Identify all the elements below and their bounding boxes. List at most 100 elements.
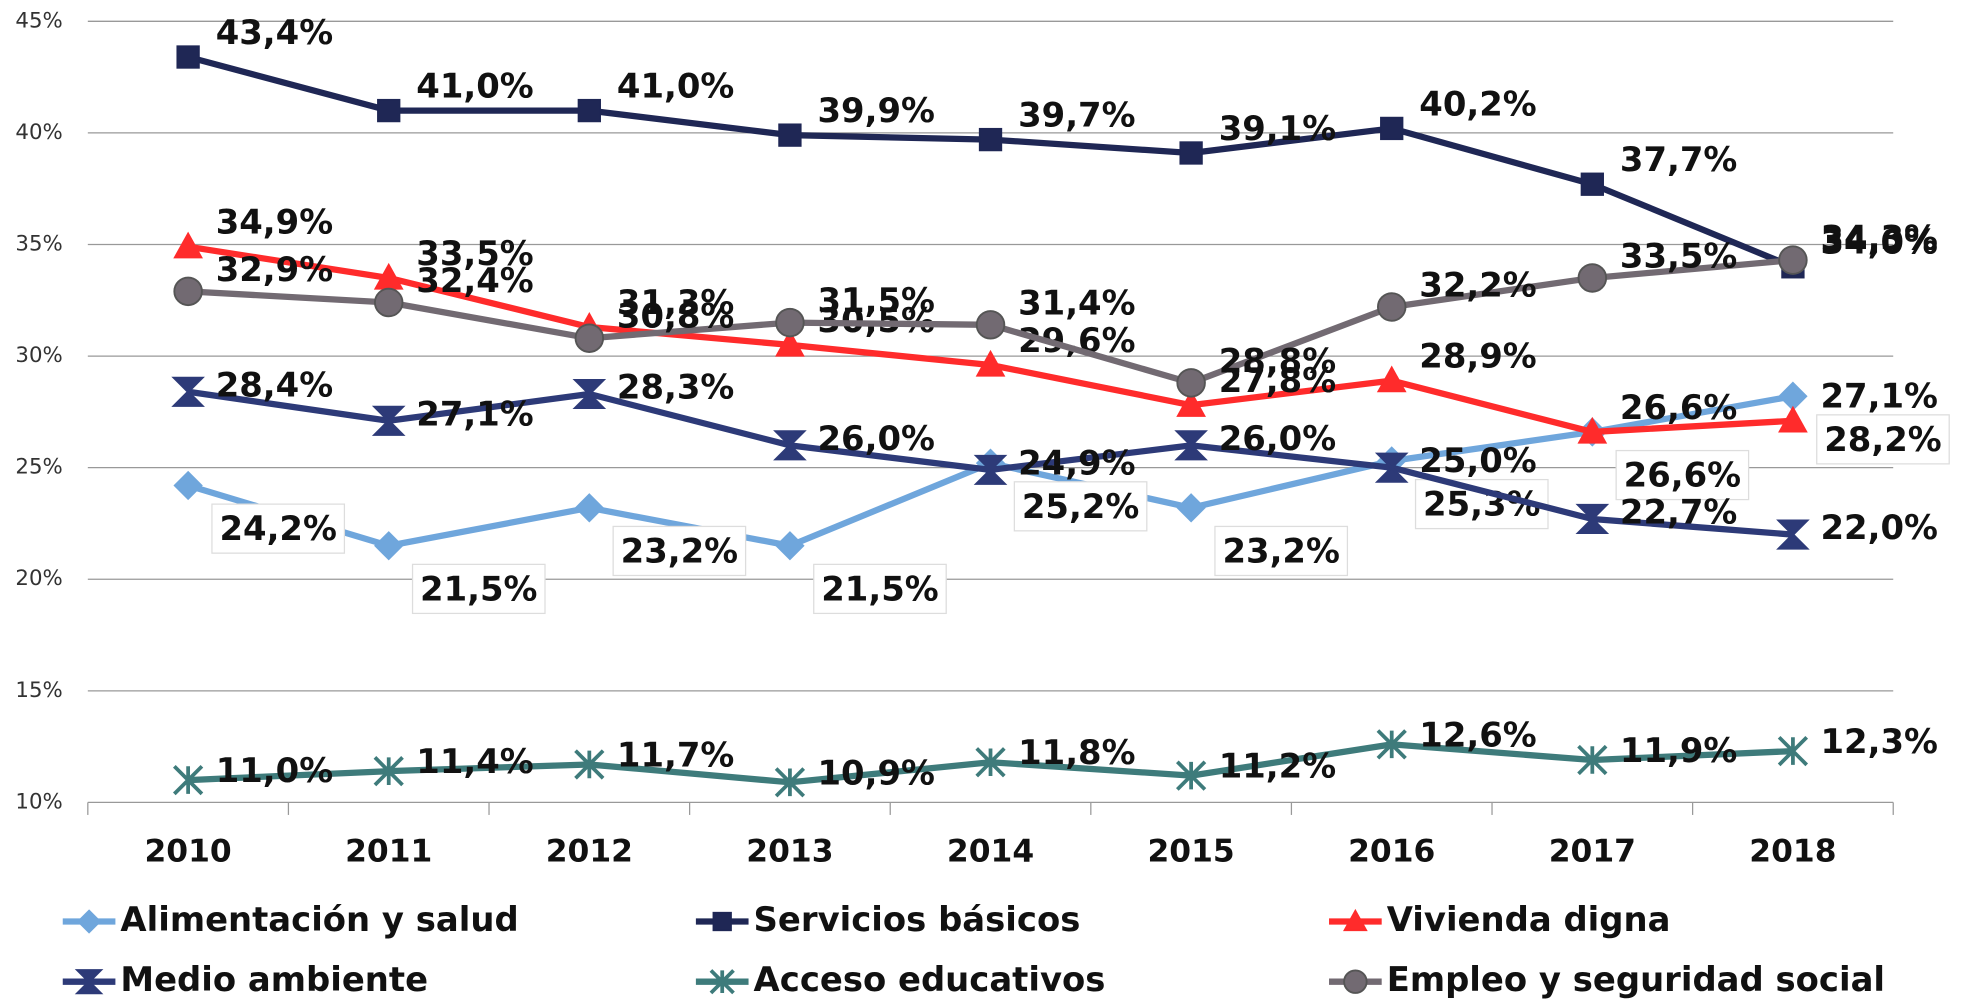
marker xyxy=(176,45,200,69)
marker xyxy=(1380,116,1404,141)
marker xyxy=(574,493,605,523)
data-label: 28,8% xyxy=(1219,341,1336,380)
data-label: 22,7% xyxy=(1620,492,1737,531)
marker xyxy=(775,307,805,338)
data-label: 31,3% xyxy=(617,283,734,322)
x-tick-label: 2010 xyxy=(145,834,232,870)
x-tick-label: 2014 xyxy=(947,834,1034,870)
data-label: 25,2% xyxy=(1022,487,1139,526)
data-label: 32,9% xyxy=(216,250,333,289)
marker xyxy=(173,231,203,259)
data-label-box xyxy=(1816,414,1950,465)
legend-label: Medio ambiente xyxy=(120,960,428,999)
data-label: 26,0% xyxy=(818,419,935,458)
x-tick-label: 2011 xyxy=(345,834,432,870)
data-label: 24,2% xyxy=(219,509,336,548)
data-label-box xyxy=(211,503,346,554)
y-tick-label: 35% xyxy=(15,231,62,256)
data-label: 23,2% xyxy=(621,531,738,570)
marker xyxy=(1176,368,1206,398)
marker xyxy=(74,969,104,995)
legend-label: Alimentación y salud xyxy=(120,900,518,939)
x-tick-label: 2017 xyxy=(1549,834,1636,870)
data-label-box xyxy=(813,563,947,615)
data-label: 43,4% xyxy=(216,13,333,52)
marker xyxy=(173,764,204,796)
marker xyxy=(577,98,601,123)
marker xyxy=(1776,519,1810,550)
data-label: 34,0% xyxy=(1821,223,1938,262)
data-label: 26,6% xyxy=(1624,456,1741,495)
marker xyxy=(1376,729,1407,760)
marker xyxy=(1777,735,1809,767)
x-tick-label: 2018 xyxy=(1749,834,1836,870)
data-label: 39,9% xyxy=(818,91,935,130)
data-label: 22,0% xyxy=(1821,508,1938,547)
marker xyxy=(171,376,205,407)
data-label: 23,2% xyxy=(1222,531,1339,570)
legend-label: Servicios básicos xyxy=(754,900,1081,939)
y-tick-label: 15% xyxy=(15,678,62,703)
marker xyxy=(1577,416,1608,444)
marker xyxy=(775,531,805,561)
data-label-box xyxy=(411,563,546,615)
y-tick-label: 30% xyxy=(15,343,62,368)
data-label: 21,5% xyxy=(420,569,537,608)
data-label: 12,3% xyxy=(1821,722,1938,761)
data-label: 33,5% xyxy=(1620,236,1737,275)
x-tick-label: 2015 xyxy=(1148,834,1235,870)
data-label: 26,0% xyxy=(1219,419,1336,458)
data-label: 28,2% xyxy=(1824,420,1941,459)
marker xyxy=(1343,969,1368,994)
data-label: 11,7% xyxy=(617,735,734,774)
data-label: 24,9% xyxy=(1018,443,1135,482)
data-label: 28,3% xyxy=(617,367,734,406)
data-label: 30,8% xyxy=(617,297,734,336)
data-label: 32,4% xyxy=(416,261,533,300)
data-label-box xyxy=(1214,525,1349,577)
marker xyxy=(775,329,805,357)
x-tick-label: 2012 xyxy=(546,834,633,870)
data-label: 28,9% xyxy=(1419,337,1536,376)
marker xyxy=(173,470,203,501)
marker xyxy=(778,123,802,147)
data-label: 25,0% xyxy=(1419,441,1536,480)
y-tick-label: 10% xyxy=(15,789,62,814)
marker xyxy=(975,349,1006,377)
marker xyxy=(1577,263,1608,293)
data-label: 10,9% xyxy=(818,753,935,792)
x-tick-label: 2013 xyxy=(746,834,833,870)
marker xyxy=(1179,141,1203,165)
marker xyxy=(975,747,1006,778)
data-label: 27,1% xyxy=(416,394,533,433)
legend-label: Acceso educativos xyxy=(754,960,1106,999)
marker xyxy=(773,430,807,461)
x-tick-label: 2016 xyxy=(1348,834,1435,870)
data-label: 12,6% xyxy=(1419,715,1536,754)
marker xyxy=(1580,172,1604,196)
data-label: 21,5% xyxy=(821,569,938,608)
marker xyxy=(1176,493,1206,523)
marker xyxy=(1343,908,1368,932)
marker xyxy=(1376,365,1407,393)
data-label: 41,0% xyxy=(617,67,734,106)
data-label: 28,4% xyxy=(216,365,333,404)
marker xyxy=(574,749,605,780)
data-label: 11,4% xyxy=(416,742,533,781)
marker xyxy=(1575,503,1610,535)
data-label: 34,3% xyxy=(1821,219,1938,258)
marker xyxy=(1778,405,1808,433)
data-label: 40,2% xyxy=(1419,84,1536,123)
marker xyxy=(1176,390,1206,417)
marker xyxy=(76,909,102,934)
data-label: 26,6% xyxy=(1620,388,1737,427)
legend-label: Empleo y seguridad social xyxy=(1387,960,1885,999)
data-label: 31,5% xyxy=(818,281,935,320)
marker xyxy=(1577,744,1608,776)
data-label: 11,2% xyxy=(1219,747,1336,786)
marker xyxy=(975,310,1006,340)
data-label: 11,9% xyxy=(1620,731,1737,770)
marker xyxy=(373,756,404,787)
marker xyxy=(377,98,401,123)
data-label: 37,7% xyxy=(1620,140,1737,179)
